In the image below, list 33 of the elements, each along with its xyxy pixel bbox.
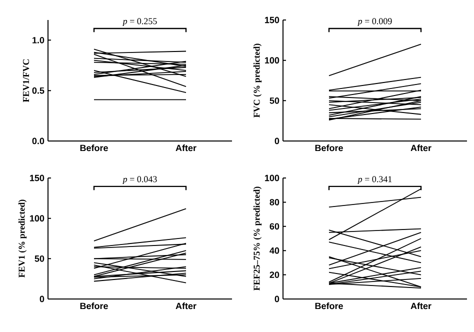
y-tick-label: 100 <box>265 57 280 64</box>
y-tick-label: 40 <box>270 247 280 254</box>
annotation: p = 0.255 <box>122 18 157 26</box>
y-tick-label: 0 <box>274 296 280 302</box>
y-tick-label: 60 <box>270 223 280 230</box>
y-tick-label: 150 <box>30 174 44 182</box>
x-tick-label: After <box>410 302 432 310</box>
y-tick-label: 0 <box>40 296 44 302</box>
y-tick-label: 1.0 <box>32 36 44 44</box>
y-tick-label: 20 <box>270 272 280 278</box>
y-tick-label: 80 <box>270 199 280 206</box>
y-tick-label: 50 <box>34 255 44 262</box>
annotation: p = 0.009 <box>357 18 392 26</box>
y-tick-label: 0.0 <box>32 138 44 144</box>
y-tick-label: 100 <box>30 215 44 222</box>
y-tick-label: 100 <box>265 174 280 182</box>
y-axis-title: FEV1/FVC <box>23 59 30 102</box>
y-tick-label: 0.5 <box>32 87 44 94</box>
y-axis-title: FEF25–75% (% predicted) <box>253 186 262 290</box>
x-tick-label: Before <box>315 144 343 152</box>
y-tick-label: 50 <box>270 97 280 104</box>
x-tick-label: After <box>410 144 432 152</box>
x-tick-label: Before <box>80 144 108 152</box>
y-axis-title: FEV1 (% predicted) <box>18 200 27 278</box>
y-tick-label: 0 <box>274 138 280 144</box>
x-tick-label: After <box>176 302 196 310</box>
y-axis-title: FVC (% predicted) <box>253 44 262 118</box>
x-tick-label: Before <box>315 302 343 310</box>
annotation: p = 0.043 <box>122 176 157 184</box>
x-tick-label: Before <box>80 302 108 310</box>
y-tick-label: 150 <box>265 16 280 24</box>
annotation: p = 0.341 <box>357 176 392 184</box>
x-tick-label: After <box>176 144 196 152</box>
